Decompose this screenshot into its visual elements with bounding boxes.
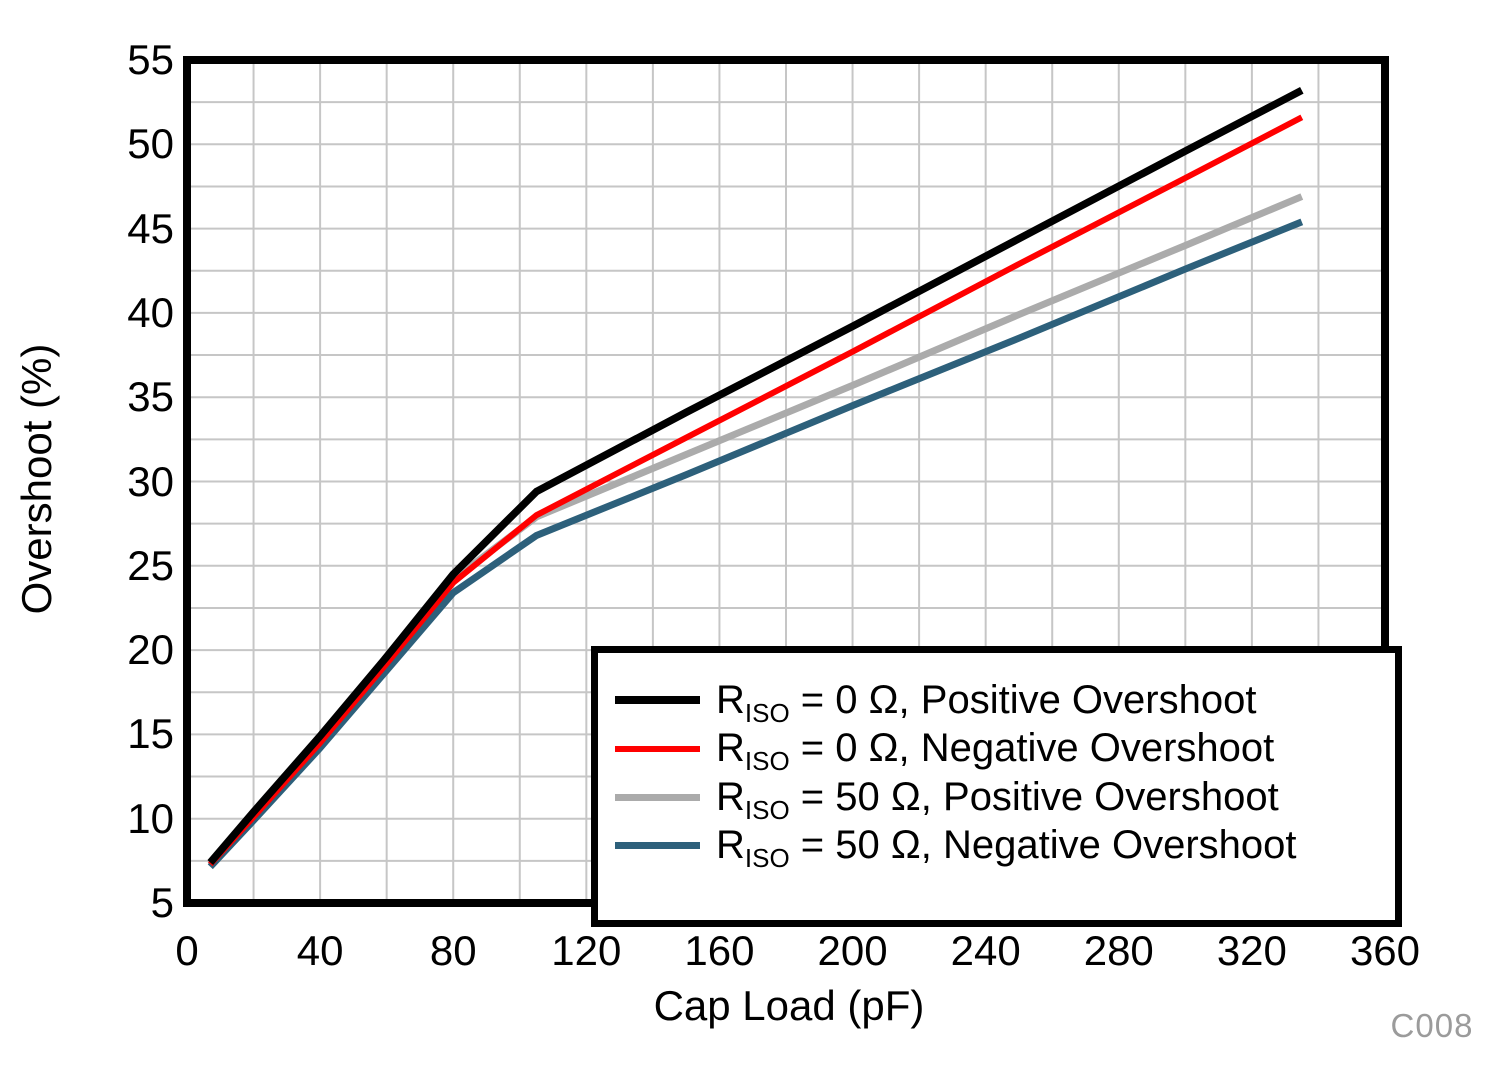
x-tick-label: 160 (684, 927, 755, 974)
legend-label: RISO = 50 Ω, Positive Overshoot (716, 774, 1279, 825)
y-tick-label: 30 (127, 457, 174, 505)
y-tick-label: 35 (127, 373, 174, 421)
y-tick-label: 10 (127, 794, 174, 842)
legend-item-0: RISO = 0 Ω, Positive Overshoot (615, 676, 1395, 728)
series-line-1 (208, 114, 1304, 867)
legend-item-2: RISO = 50 Ω, Positive Overshoot (615, 773, 1395, 825)
y-axis-title: Overshoot (%) (13, 343, 60, 615)
legend-label: RISO = 0 Ω, Negative Overshoot (716, 726, 1275, 777)
y-tick-label: 5 (150, 879, 174, 926)
series-line-0 (207, 87, 1304, 865)
legend-label: RISO = 50 Ω, Negative Overshoot (716, 823, 1297, 874)
x-tick-label: 0 (175, 927, 199, 974)
series-line-3 (207, 218, 1304, 870)
legend-item-3: RISO = 50 Ω, Negative Overshoot (615, 822, 1395, 871)
y-tick-label: 50 (127, 120, 174, 168)
y-tick-label: 20 (127, 626, 174, 674)
y-tick-label: 55 (127, 36, 174, 83)
x-tick-label: 280 (1083, 927, 1154, 974)
legend-swatch (615, 745, 700, 752)
legend-item-1: RISO = 0 Ω, Negative Overshoot (615, 725, 1395, 774)
x-tick-label: 120 (551, 927, 622, 974)
legend-swatch (615, 842, 700, 850)
x-tick-label: 200 (817, 927, 888, 974)
x-tick-label: 360 (1349, 927, 1421, 974)
x-tick-label: 40 (296, 927, 344, 974)
x-axis-title: Cap Load (pF) (653, 982, 925, 1029)
figure-code: C008 (1390, 1007, 1474, 1044)
legend-label: RISO = 0 Ω, Positive Overshoot (716, 677, 1257, 728)
x-tick-label: 240 (950, 927, 1021, 974)
x-tick-label: 80 (429, 927, 477, 974)
x-tick-label: 320 (1216, 927, 1287, 974)
y-tick-label: 40 (127, 288, 174, 336)
y-tick-label: 15 (127, 710, 174, 758)
y-tick-label: 25 (127, 541, 174, 589)
legend-swatch (615, 793, 700, 801)
y-tick-label: 45 (127, 204, 174, 252)
legend-swatch (615, 696, 700, 705)
legend-box: RISO = 0 Ω, Positive Overshoot RISO = 0 Ω… (591, 646, 1402, 927)
